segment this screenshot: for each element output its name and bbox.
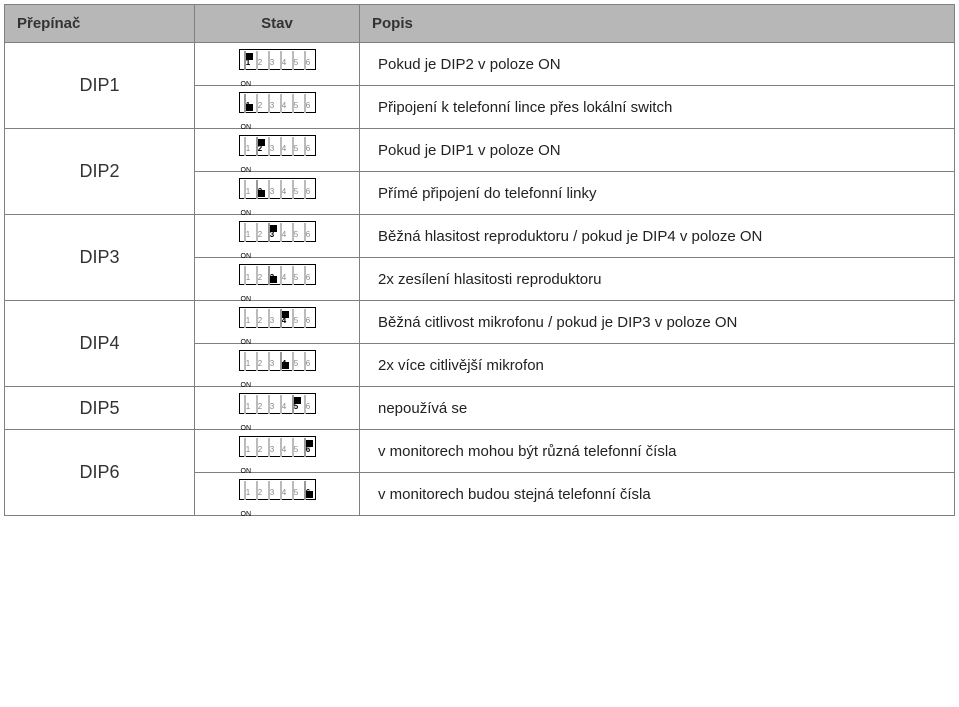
dip-switch-icon: 123456ON	[239, 307, 316, 337]
dip-description: Běžná citlivost mikrofonu / pokud je DIP…	[360, 301, 955, 344]
table-row: DIP3123456ONBěžná hlasitost reproduktoru…	[5, 215, 955, 258]
dip-name-cell: DIP1	[5, 43, 195, 129]
table-row: DIP2123456ONPokud je DIP1 v poloze ON	[5, 129, 955, 172]
table-row: DIP5 123456ON nepoužívá se	[5, 387, 955, 430]
dip-state-cell: 123456ON	[195, 430, 360, 473]
dip-state-cell: 123456ON	[195, 387, 360, 430]
dip-description: Pokud je DIP1 v poloze ON	[360, 129, 955, 172]
dip-switch-icon: 123456ON	[239, 264, 316, 294]
table-header-row: Přepínač Stav Popis	[5, 5, 955, 43]
dip-name-cell: DIP3	[5, 215, 195, 301]
dip-switch-icon: 123456ON	[239, 350, 316, 380]
dip-description: Pokud je DIP2 v poloze ON	[360, 43, 955, 86]
dip-state-cell: 123456ON	[195, 129, 360, 172]
dip-name-cell: DIP5	[5, 387, 195, 430]
dip-description: v monitorech mohou být různá telefonní č…	[360, 430, 955, 473]
dip-description: 2x zesílení hlasitosti reproduktoru	[360, 258, 955, 301]
dip-state-cell: 123456ON	[195, 301, 360, 344]
header-state: Stav	[195, 5, 360, 43]
dip-name-cell: DIP4	[5, 301, 195, 387]
dip-description: Přímé připojení do telefonní linky	[360, 172, 955, 215]
dip-state-cell: 123456ON	[195, 215, 360, 258]
dip-description: v monitorech budou stejná telefonní čísl…	[360, 473, 955, 516]
dip-name-cell: DIP2	[5, 129, 195, 215]
dip-description: 2x více citlivější mikrofon	[360, 344, 955, 387]
dip-description: nepoužívá se	[360, 387, 955, 430]
dip-state-cell: 123456ON	[195, 344, 360, 387]
dip-description: Připojení k telefonní lince přes lokální…	[360, 86, 955, 129]
dip-switch-icon: 123456ON	[239, 135, 316, 165]
dip-state-cell: 123456ON	[195, 473, 360, 516]
dip-switch-icon: 123456ON	[239, 221, 316, 251]
header-switch: Přepínač	[5, 5, 195, 43]
dip-switch-icon: 123456ON	[239, 92, 316, 122]
table-row: DIP6123456ONv monitorech mohou být různá…	[5, 430, 955, 473]
dip-switch-icon: 123456ON	[239, 178, 316, 208]
dip-state-cell: 123456ON	[195, 258, 360, 301]
table-row: DIP1123456ONPokud je DIP2 v poloze ON	[5, 43, 955, 86]
dip-description: Běžná hlasitost reproduktoru / pokud je …	[360, 215, 955, 258]
table-row: DIP4123456ONBěžná citlivost mikrofonu / …	[5, 301, 955, 344]
dip-name-cell: DIP6	[5, 430, 195, 516]
dip-switch-icon: 123456ON	[239, 49, 316, 79]
dip-switch-icon: 123456ON	[239, 393, 316, 423]
header-desc: Popis	[360, 5, 955, 43]
dip-state-cell: 123456ON	[195, 172, 360, 215]
dip-state-cell: 123456ON	[195, 43, 360, 86]
dip-state-cell: 123456ON	[195, 86, 360, 129]
dip-switch-table: Přepínač Stav Popis DIP1 123456ON Pokud je…	[4, 4, 955, 516]
dip-switch-icon: 123456ON	[239, 436, 316, 466]
dip-switch-icon: 123456ON	[239, 479, 316, 509]
